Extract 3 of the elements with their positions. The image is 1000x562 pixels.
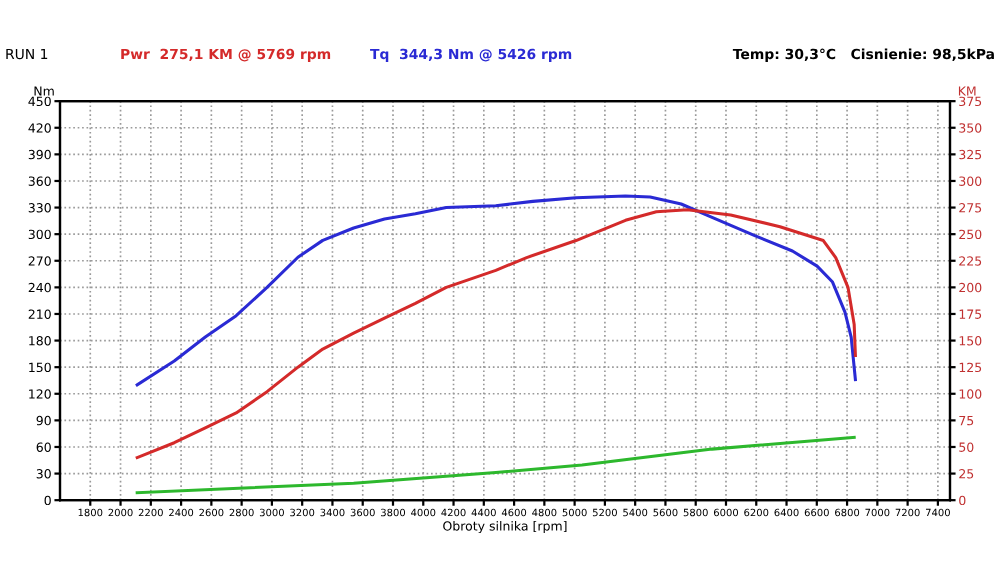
line-series [135, 435, 856, 495]
line-series [135, 208, 857, 460]
line-series [135, 194, 857, 387]
